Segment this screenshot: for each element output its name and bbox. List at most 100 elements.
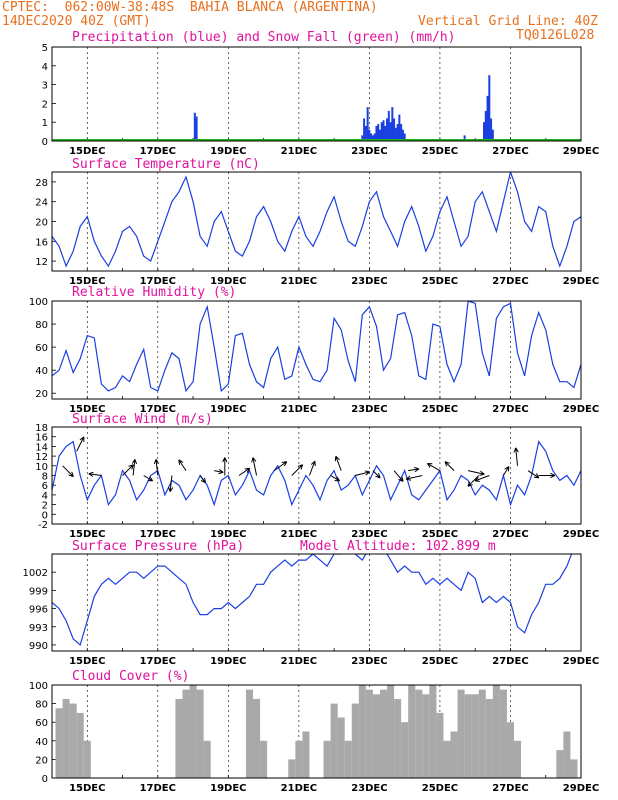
press-series-line xyxy=(52,554,573,646)
cloud-frame xyxy=(51,684,582,779)
x-tick-label: 17DEC xyxy=(140,656,176,667)
wind-arrow xyxy=(405,475,423,481)
cloud-bar xyxy=(62,698,70,778)
cloud-bar xyxy=(379,689,388,778)
cloud-bar xyxy=(189,685,197,778)
precip-bar xyxy=(394,127,397,141)
wind-arrow xyxy=(330,475,341,482)
cloud-title: Cloud Cover (%) xyxy=(72,669,189,684)
x-tick-label: 15DEC xyxy=(69,276,105,287)
x-tick-label: 29DEC xyxy=(563,146,599,157)
y-tick-label: 996 xyxy=(29,605,48,616)
wind-arrow xyxy=(444,461,455,472)
cloud-bar xyxy=(295,740,303,778)
x-tick-label: 29DEC xyxy=(563,783,599,794)
wind-arrow xyxy=(122,464,134,476)
precip-bar xyxy=(398,114,401,141)
wind-arrow xyxy=(199,475,207,484)
press-title: Surface Pressure (hPa) xyxy=(72,539,244,554)
y-tick-label: 28 xyxy=(35,178,48,189)
y-tick-label: 6 xyxy=(42,481,48,492)
grid-note: Vertical Grid Line: 40Z xyxy=(418,14,599,29)
precip-bar xyxy=(380,122,383,141)
x-tick-label: 21DEC xyxy=(281,276,317,287)
x-tick-label: 23DEC xyxy=(351,529,387,540)
y-tick-label: 2 xyxy=(42,501,48,512)
y-tick-label: 20 xyxy=(35,389,48,400)
cloud-bar xyxy=(450,731,458,778)
precip-bar xyxy=(386,118,389,141)
x-tick-label: 19DEC xyxy=(210,404,246,415)
y-tick-label: -2 xyxy=(38,520,48,531)
model-code: TQ0126L028 xyxy=(516,28,595,43)
precip-bar xyxy=(401,129,404,141)
y-tick-label: 4 xyxy=(42,62,48,73)
x-tick-label: 15DEC xyxy=(69,783,105,794)
cloud-bar xyxy=(196,689,204,778)
cloud-bar xyxy=(344,740,352,778)
x-tick-label: 29DEC xyxy=(563,656,599,667)
x-tick-label: 23DEC xyxy=(351,276,387,287)
y-tick-label: 12 xyxy=(35,257,48,268)
cloud-bar xyxy=(485,698,493,778)
y-tick-label: 999 xyxy=(29,586,48,597)
cloud-bar xyxy=(302,731,310,778)
x-tick-label: 29DEC xyxy=(563,404,599,415)
y-tick-label: 993 xyxy=(29,623,48,634)
x-tick-label: 17DEC xyxy=(140,404,176,415)
temp-title: Surface Temperature (nC) xyxy=(72,157,260,172)
wind-arrow xyxy=(408,466,420,473)
y-tick-label: 20 xyxy=(35,218,48,229)
cloud-bar xyxy=(323,740,331,778)
x-tick-label: 23DEC xyxy=(351,783,387,794)
x-tick-label: 27DEC xyxy=(492,276,528,287)
x-tick-label: 17DEC xyxy=(140,146,176,157)
y-tick-label: 80 xyxy=(35,700,48,711)
cloud-bar xyxy=(175,698,183,778)
rh-frame xyxy=(51,300,582,400)
temp-series-line xyxy=(52,172,581,268)
y-tick-label: 5 xyxy=(42,43,48,54)
cloud-bar xyxy=(387,685,395,778)
x-tick-label: 19DEC xyxy=(210,276,246,287)
cloud-bar xyxy=(478,689,486,778)
precip-bar xyxy=(368,129,371,141)
y-tick-label: 16 xyxy=(35,237,48,248)
panel-cloud: Cloud Cover (%) 15DEC 17DEC 19DEC 21DEC 23DEC… xyxy=(29,669,599,794)
precip-bar xyxy=(400,124,403,141)
precip-bar xyxy=(375,125,378,141)
wind-arrow xyxy=(214,469,224,475)
wind-arrow xyxy=(178,459,187,471)
x-tick-label: 19DEC xyxy=(210,529,246,540)
wind-arrow xyxy=(143,475,154,482)
wind-arrow xyxy=(62,465,74,478)
x-tick-label: 19DEC xyxy=(210,146,246,157)
press-annotation: Model Altitude: 102.899 m xyxy=(300,539,496,554)
y-tick-label: 0 xyxy=(42,774,48,785)
wind-arrow xyxy=(426,462,441,472)
x-tick-label: 27DEC xyxy=(492,404,528,415)
wind-arrow xyxy=(251,457,258,476)
precip-bar xyxy=(389,122,392,141)
precip-bar xyxy=(361,135,364,141)
temp-frame xyxy=(51,171,582,272)
panel-rh: Relative Humidity (%) 15DEC 17DEC 19DEC 21DE… xyxy=(29,285,599,415)
wind-title: Surface Wind (m/s) xyxy=(72,412,213,427)
y-tick-label: 80 xyxy=(35,320,48,331)
rh-title: Relative Humidity (%) xyxy=(72,285,236,300)
x-tick-label: 29DEC xyxy=(563,529,599,540)
cloud-bar xyxy=(358,685,366,778)
x-tick-label: 17DEC xyxy=(140,783,176,794)
press-frame xyxy=(51,553,582,652)
y-tick-label: 18 xyxy=(35,423,48,434)
precip-bar xyxy=(491,129,494,141)
precip-bar xyxy=(382,120,385,141)
precip-bar xyxy=(490,118,493,141)
cloud-bar xyxy=(83,740,91,778)
wind-arrow xyxy=(291,464,304,476)
x-tick-label: 25DEC xyxy=(422,656,458,667)
cloud-bar xyxy=(563,731,571,778)
x-tick-label: 25DEC xyxy=(422,404,458,415)
cloud-bar xyxy=(253,698,261,778)
cloud-bar xyxy=(492,685,500,778)
